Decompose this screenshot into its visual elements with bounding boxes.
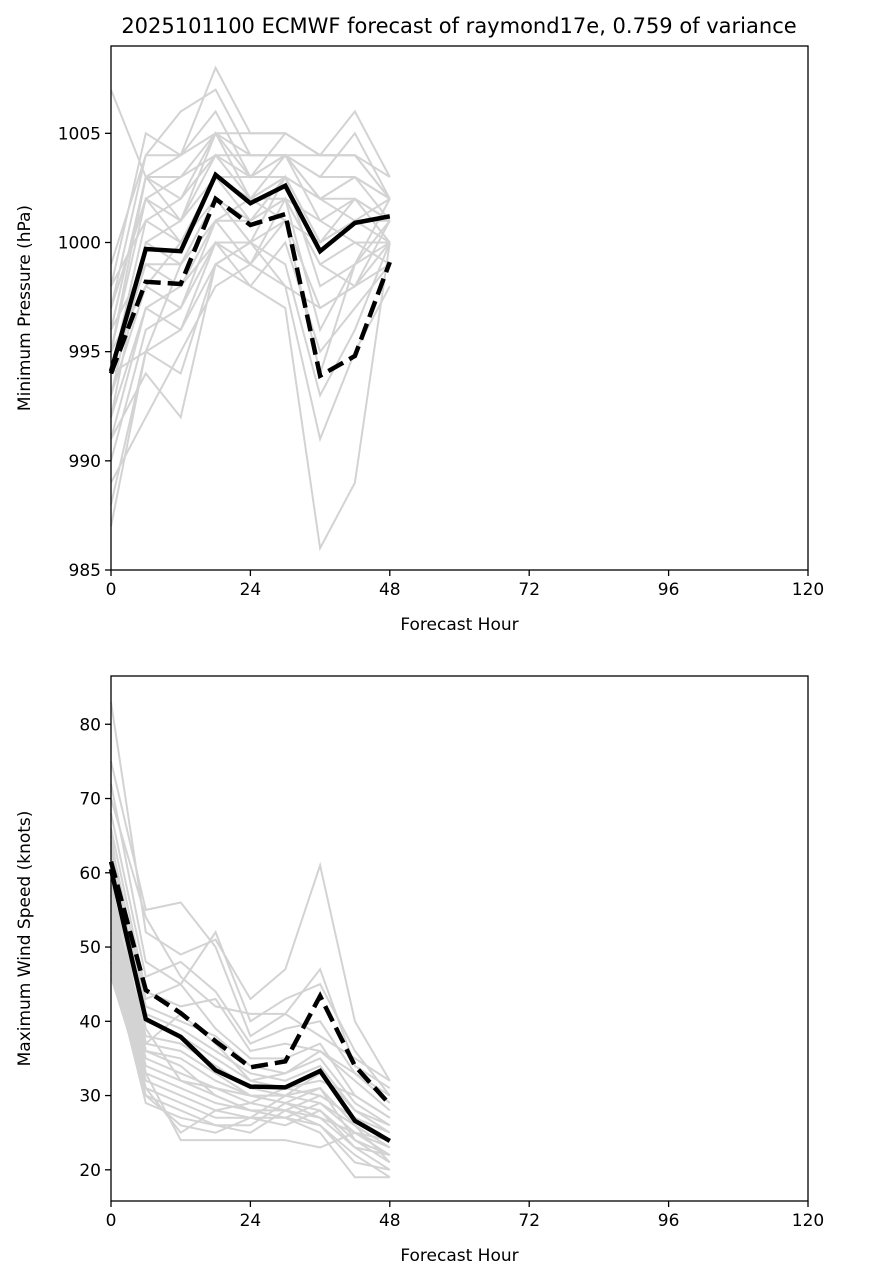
pressure-highlight-series — [108, 171, 392, 380]
wind-axes-frame — [110, 675, 809, 1202]
wind-ensemble-member-7 — [110, 857, 391, 1127]
wind-ensemble-members — [110, 701, 391, 1179]
pressure-x-tick-label: 24 — [240, 580, 262, 600]
pressure-ensemble-member-23 — [110, 198, 391, 484]
pressure-axes-frame — [110, 45, 809, 571]
pressure-ensemble-member-16 — [110, 219, 391, 440]
wind-ensemble-member-2 — [110, 783, 391, 1097]
wind-y-tick-label: 50 — [79, 938, 101, 958]
pressure-y-ticks: 985 990 995 1000 1005 — [58, 124, 111, 581]
wind-y-ticks: 20 30 40 50 60 70 80 — [79, 715, 111, 1181]
pressure-ensemble-member-25 — [110, 175, 391, 309]
wind-x-axis-label: Forecast Hour — [400, 1246, 518, 1266]
wind-y-tick-label: 60 — [79, 864, 101, 884]
wind-solid-line — [108, 868, 391, 1143]
chart-title: 2025101100 ECMWF forecast of raymond17e,… — [121, 14, 796, 38]
pressure-x-axis-label: Forecast Hour — [400, 615, 518, 635]
pressure-x-tick-label: 96 — [658, 580, 680, 600]
pressure-y-tick-label: 995 — [69, 343, 101, 363]
wind-ensemble-member-23 — [110, 865, 391, 1164]
pressure-ensemble-member-21 — [110, 242, 391, 552]
wind-ensemble-member-1 — [110, 761, 391, 1089]
pressure-x-tick-label: 120 — [792, 580, 824, 600]
pressure-x-tick-label: 0 — [106, 580, 117, 600]
wind-x-tick-label: 0 — [106, 1211, 117, 1231]
pressure-solid-line — [108, 171, 391, 372]
wind-y-tick-label: 80 — [79, 715, 101, 735]
wind-y-axis-label: Maximum Wind Speed (knots) — [15, 811, 35, 1067]
wind-ensemble-member-18 — [110, 954, 391, 1142]
wind-x-tick-label: 24 — [240, 1211, 262, 1231]
wind-dashed-line — [108, 861, 392, 1107]
pressure-x-ticks: 0 24 48 72 96 120 — [106, 570, 824, 600]
wind-highlight-series — [108, 861, 392, 1143]
wind-ensemble-member-3 — [110, 798, 391, 1082]
pressure-ensemble-members — [110, 65, 391, 552]
wind-ensemble-member-4 — [110, 813, 391, 1104]
wind-y-tick-label: 40 — [79, 1012, 101, 1032]
wind-ensemble-member-21 — [110, 976, 391, 1135]
wind-ensemble-member-24 — [110, 850, 391, 1156]
wind-ensemble-member-22 — [110, 880, 391, 1149]
wind-ensemble-member-0 — [110, 701, 391, 1082]
pressure-x-tick-label: 48 — [379, 580, 401, 600]
pressure-x-tick-label: 72 — [518, 580, 540, 600]
wind-x-tick-label: 48 — [379, 1211, 401, 1231]
pressure-y-tick-label: 985 — [69, 561, 101, 581]
wind-y-tick-label: 20 — [79, 1161, 101, 1181]
wind-ensemble-member-8 — [110, 872, 391, 1134]
pressure-y-tick-label: 990 — [69, 452, 101, 472]
wind-ensemble-member-20 — [110, 969, 391, 1134]
wind-x-tick-label: 96 — [658, 1211, 680, 1231]
pressure-y-axis-label: Minimum Pressure (hPa) — [15, 205, 35, 411]
wind-x-tick-label: 72 — [518, 1211, 540, 1231]
wind-y-tick-label: 70 — [79, 790, 101, 810]
wind-panel: 0 24 48 72 96 120 20 30 40 50 60 70 80 Forecast Hou… — [15, 675, 824, 1266]
wind-y-tick-label: 30 — [79, 1087, 101, 1107]
pressure-panel: 0 24 48 72 96 120 985 990 995 1000 1005 Forecast … — [15, 45, 824, 635]
pressure-ensemble-member-22 — [110, 220, 391, 440]
pressure-ensemble-member-6 — [110, 154, 391, 309]
wind-x-ticks: 0 24 48 72 96 120 — [106, 1201, 824, 1231]
wind-ensemble-member-19 — [110, 961, 391, 1134]
pressure-ensemble-member-13 — [110, 197, 390, 418]
pressure-y-tick-label: 1000 — [58, 234, 101, 254]
wind-x-tick-label: 120 — [792, 1211, 824, 1231]
pressure-dashed-line — [108, 195, 392, 380]
wind-ensemble-member-25 — [110, 835, 391, 1097]
wind-ensemble-member-6 — [110, 842, 391, 1119]
pressure-y-tick-label: 1005 — [58, 124, 101, 144]
